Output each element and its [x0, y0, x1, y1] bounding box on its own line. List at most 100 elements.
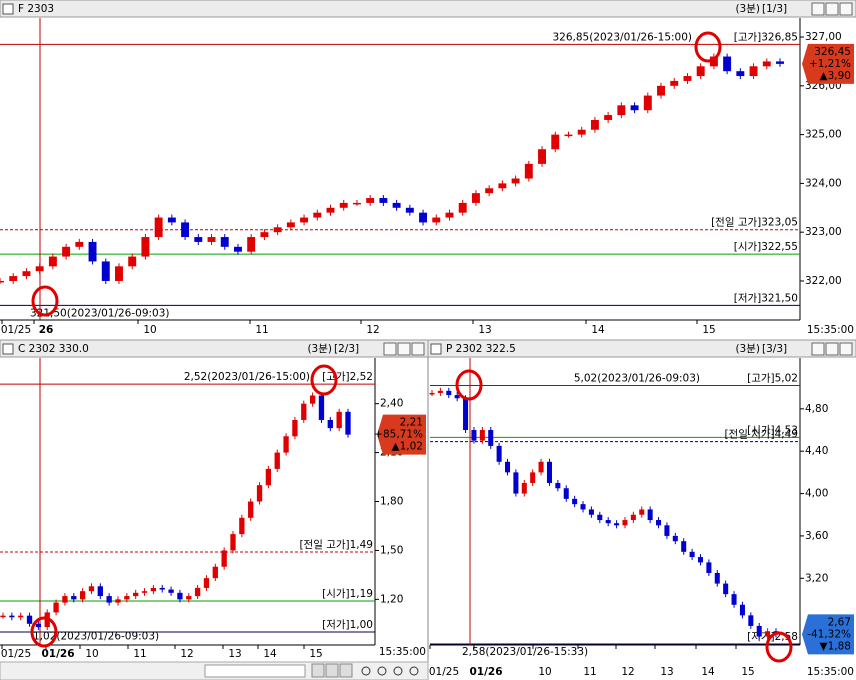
candle: [124, 596, 130, 600]
x-tick-label: 11: [255, 324, 268, 336]
candle: [739, 604, 745, 616]
x-tick-label: 15: [702, 324, 715, 336]
candle: [220, 237, 229, 247]
candle: [463, 398, 469, 431]
window-button[interactable]: [839, 2, 853, 16]
zoom-buttons: [311, 663, 419, 678]
candle: [580, 504, 586, 510]
candle: [709, 56, 718, 67]
candle: [551, 134, 560, 150]
candle: [706, 562, 712, 573]
button[interactable]: [311, 663, 325, 678]
candle: [35, 266, 44, 272]
candle: [0, 280, 4, 283]
x-tick-label: 14: [701, 666, 715, 678]
window-button[interactable]: [839, 342, 853, 356]
button[interactable]: [325, 663, 339, 678]
title-bar: [0, 0, 856, 18]
y-tick-label: 1,20: [380, 593, 403, 605]
title-bar: [427, 339, 856, 358]
candle: [672, 535, 678, 542]
y-tick-label: 2,40: [380, 398, 403, 410]
candle: [177, 592, 183, 600]
candle: [221, 550, 227, 567]
y-tick-label: 324,00: [805, 177, 842, 189]
candle: [622, 520, 628, 526]
candle: [9, 276, 18, 281]
window-button[interactable]: [825, 342, 839, 356]
x-tick-label: 13: [478, 324, 491, 336]
level-label: [고가]326,85: [734, 31, 798, 43]
candle: [352, 202, 361, 205]
panel-index: [1/3]: [762, 3, 787, 15]
candle: [141, 591, 148, 593]
candle: [496, 445, 502, 462]
period: (3분): [307, 343, 332, 355]
y-tick-label: 323,00: [805, 226, 842, 238]
level-label: [전일 고가]323,05: [711, 216, 798, 229]
x-tick-label: 01/26: [469, 666, 502, 678]
annotation: 1,02(2023/01/26-09:03): [33, 631, 159, 643]
x-tick-label: 13: [228, 648, 241, 660]
level-label: [전일 고가]1,49: [299, 538, 373, 551]
zoom-out[interactable]: [377, 666, 387, 676]
candle: [513, 472, 519, 494]
checkbox[interactable]: [2, 3, 14, 15]
zoom-in[interactable]: [361, 666, 371, 676]
candle: [590, 119, 599, 130]
candle: [273, 227, 282, 233]
candle: [133, 592, 139, 597]
candle: [26, 615, 33, 624]
candle: [336, 411, 342, 429]
candle: [776, 61, 784, 64]
candle: [88, 586, 95, 592]
candle: [203, 578, 210, 588]
x-tick-label: 01/25: [1, 324, 31, 336]
period: (3분): [735, 343, 760, 355]
candle: [471, 193, 480, 203]
window-button[interactable]: [411, 342, 425, 356]
x-tick-label: 12: [621, 666, 634, 678]
candle: [454, 395, 460, 399]
window-button[interactable]: [383, 342, 397, 356]
candle: [521, 482, 527, 494]
candle: [504, 461, 511, 473]
candle: [577, 129, 586, 135]
button[interactable]: [339, 663, 353, 678]
candle: [339, 202, 348, 208]
candle: [167, 217, 176, 223]
highlight-circle: [31, 285, 59, 317]
zoom-reset[interactable]: [393, 666, 403, 676]
window-button[interactable]: [397, 342, 411, 356]
candle: [723, 56, 732, 72]
candle: [194, 587, 201, 597]
window-button[interactable]: [811, 342, 825, 356]
x-tick-label: 10: [143, 324, 156, 336]
candle: [318, 395, 325, 420]
last-price: 2,67: [828, 616, 851, 628]
window-button[interactable]: [825, 2, 839, 16]
candle: [230, 534, 236, 551]
candle: [614, 523, 620, 526]
zoom-fit[interactable]: [409, 666, 419, 676]
candle: [18, 615, 24, 618]
y-tick-label: 1,80: [380, 496, 403, 508]
highlight-circle: [30, 616, 58, 648]
candle: [79, 591, 86, 600]
candle: [239, 517, 245, 535]
candle: [326, 207, 335, 213]
checkbox[interactable]: [430, 343, 442, 355]
level-label: [시가]4,53: [747, 424, 798, 436]
x-tick-label: 01/25: [1, 648, 31, 660]
candle: [696, 66, 705, 77]
window-button[interactable]: [811, 2, 825, 16]
scroll-thumb[interactable]: [204, 664, 306, 678]
last-diff: ▲3,90: [820, 70, 851, 82]
candle: [656, 520, 662, 526]
checkbox[interactable]: [2, 343, 14, 355]
level-label: [저가]321,50: [734, 292, 798, 304]
x-tick-label: 11: [133, 648, 146, 660]
panel-index: [3/3]: [762, 343, 787, 355]
time-label: 15:35:00: [379, 646, 426, 658]
level-label: [시가]322,55: [734, 241, 798, 253]
